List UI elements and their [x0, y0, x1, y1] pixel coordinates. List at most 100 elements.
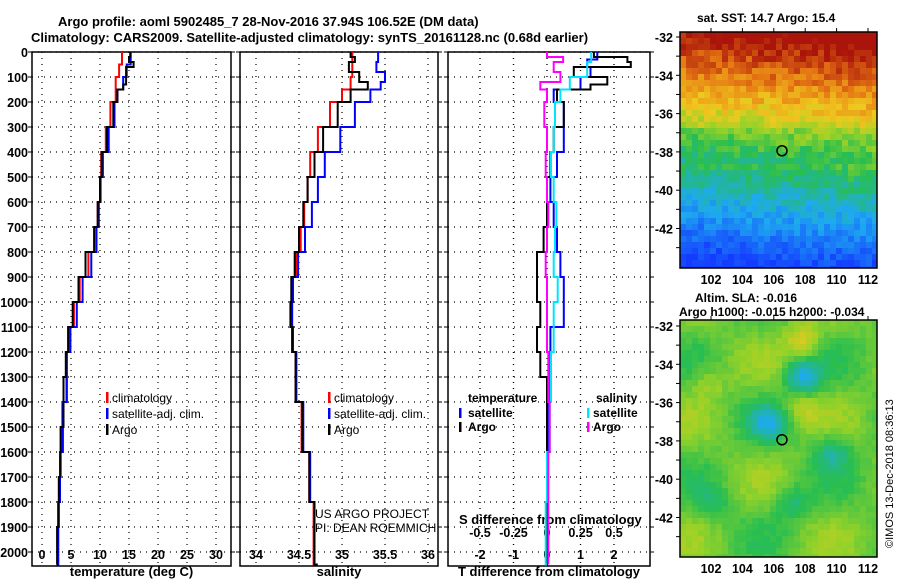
map-cell — [740, 254, 746, 260]
map-cell — [860, 152, 866, 158]
map-cell — [734, 350, 740, 356]
map-cell — [740, 230, 746, 236]
map-cell — [680, 140, 686, 146]
map-cell — [764, 476, 770, 482]
map-cell — [854, 512, 860, 518]
map-cell — [824, 80, 830, 86]
map-cell — [788, 110, 794, 116]
map-cell — [806, 374, 812, 380]
map-cell — [722, 236, 728, 242]
map-cell — [710, 470, 716, 476]
map-cell — [692, 512, 698, 518]
map-cell — [866, 494, 872, 500]
map-cell — [758, 530, 764, 536]
map-cell — [734, 500, 740, 506]
map-cell — [728, 254, 734, 260]
map-cell — [854, 74, 860, 80]
map-cell — [794, 176, 800, 182]
map-cell — [704, 536, 710, 542]
x-tick-label: -2 — [474, 548, 485, 562]
map-cell — [722, 374, 728, 380]
map-cell — [704, 92, 710, 98]
map-cell — [842, 230, 848, 236]
map-cell — [770, 404, 776, 410]
map-cell — [860, 236, 866, 242]
map-cell — [716, 482, 722, 488]
map-cell — [782, 512, 788, 518]
map-cell — [824, 92, 830, 98]
map-cell — [680, 170, 686, 176]
map-cell — [854, 488, 860, 494]
map-cell — [788, 452, 794, 458]
map-cell — [746, 182, 752, 188]
map-cell — [848, 122, 854, 128]
map-cell — [704, 242, 710, 248]
map-cell — [698, 494, 704, 500]
map-cell — [818, 410, 824, 416]
map-cell — [812, 134, 818, 140]
map-cell — [860, 206, 866, 212]
map-cell — [680, 122, 686, 128]
map-cell — [818, 74, 824, 80]
map-cell — [854, 332, 860, 338]
map-cell — [698, 32, 704, 38]
map-cell — [770, 428, 776, 434]
map-cell — [860, 110, 866, 116]
map-cell — [710, 128, 716, 134]
map-cell — [680, 416, 686, 422]
map-cell — [698, 80, 704, 86]
map-cell — [698, 380, 704, 386]
map-cell — [830, 254, 836, 260]
map-cell — [848, 470, 854, 476]
map-cell — [722, 434, 728, 440]
map-cell — [860, 122, 866, 128]
map-cell — [854, 422, 860, 428]
map-cell — [794, 470, 800, 476]
map-cell — [692, 548, 698, 554]
map-cell — [836, 158, 842, 164]
map-cell — [848, 158, 854, 164]
map-cell — [740, 182, 746, 188]
map-cell — [758, 86, 764, 92]
map-cell — [836, 392, 842, 398]
map-cell — [794, 218, 800, 224]
map-cell — [686, 422, 692, 428]
map-cell — [758, 176, 764, 182]
map-cell — [860, 524, 866, 530]
map-cell — [704, 326, 710, 332]
map-cell — [848, 554, 854, 557]
map-cell — [818, 200, 824, 206]
map-cell — [728, 332, 734, 338]
map-cell — [842, 104, 848, 110]
plot-frame — [31, 51, 232, 567]
map-cell — [722, 104, 728, 110]
map-cell — [776, 128, 782, 134]
map-cell — [794, 230, 800, 236]
lat-tick-label: -34 — [655, 69, 673, 83]
map-cell — [782, 386, 788, 392]
map-cell — [788, 98, 794, 104]
map-cell — [722, 440, 728, 446]
map-cell — [728, 356, 734, 362]
map-cell — [836, 416, 842, 422]
map-cell — [770, 104, 776, 110]
map-cell — [716, 416, 722, 422]
map-cell — [728, 182, 734, 188]
map-cell — [842, 398, 848, 404]
map-cell — [866, 410, 872, 416]
map-cell — [686, 392, 692, 398]
map-cell — [776, 530, 782, 536]
map-cell — [854, 482, 860, 488]
map-cell — [776, 140, 782, 146]
map-cell — [686, 512, 692, 518]
map-cell — [812, 248, 818, 254]
map-cell — [716, 332, 722, 338]
s-tick-label: 0.5 — [605, 526, 622, 540]
map-cell — [824, 332, 830, 338]
map-cell — [848, 530, 854, 536]
map-cell — [740, 470, 746, 476]
map-cell — [734, 44, 740, 50]
map-cell — [830, 194, 836, 200]
map-cell — [704, 368, 710, 374]
map-cell — [788, 206, 794, 212]
